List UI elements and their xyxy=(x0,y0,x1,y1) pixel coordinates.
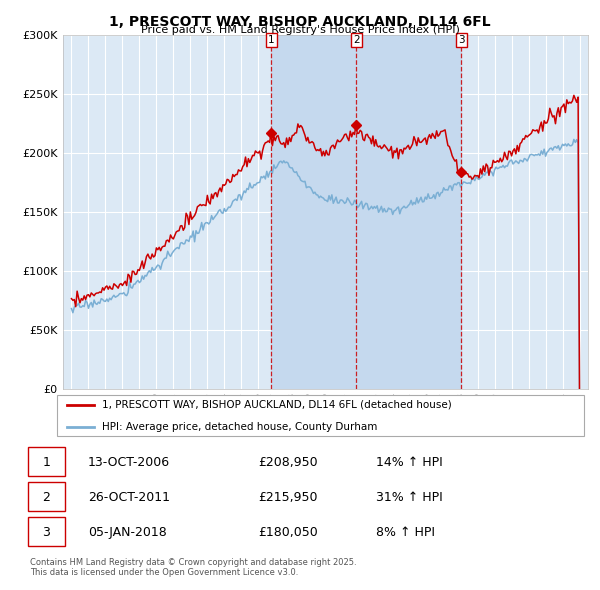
Text: 31% ↑ HPI: 31% ↑ HPI xyxy=(376,490,442,504)
FancyBboxPatch shape xyxy=(28,447,65,476)
Text: Contains HM Land Registry data © Crown copyright and database right 2025.
This d: Contains HM Land Registry data © Crown c… xyxy=(30,558,356,577)
Text: 1: 1 xyxy=(268,35,274,45)
Text: 1: 1 xyxy=(43,455,50,468)
Text: £180,050: £180,050 xyxy=(259,526,318,539)
Text: HPI: Average price, detached house, County Durham: HPI: Average price, detached house, Coun… xyxy=(102,422,377,432)
Text: Price paid vs. HM Land Registry's House Price Index (HPI): Price paid vs. HM Land Registry's House … xyxy=(140,25,460,35)
FancyBboxPatch shape xyxy=(28,517,65,546)
Text: 3: 3 xyxy=(458,35,465,45)
Text: 2: 2 xyxy=(353,35,359,45)
Text: 26-OCT-2011: 26-OCT-2011 xyxy=(88,490,170,504)
Text: 3: 3 xyxy=(43,526,50,539)
Text: 2: 2 xyxy=(43,490,50,504)
Text: 1, PRESCOTT WAY, BISHOP AUCKLAND, DL14 6FL (detached house): 1, PRESCOTT WAY, BISHOP AUCKLAND, DL14 6… xyxy=(102,399,452,409)
Text: 14% ↑ HPI: 14% ↑ HPI xyxy=(376,455,442,468)
FancyBboxPatch shape xyxy=(28,482,65,512)
Text: £215,950: £215,950 xyxy=(259,490,318,504)
Text: 8% ↑ HPI: 8% ↑ HPI xyxy=(376,526,434,539)
Bar xyxy=(271,35,461,389)
FancyBboxPatch shape xyxy=(56,395,584,436)
Text: 1, PRESCOTT WAY, BISHOP AUCKLAND, DL14 6FL: 1, PRESCOTT WAY, BISHOP AUCKLAND, DL14 6… xyxy=(109,15,491,29)
Text: £208,950: £208,950 xyxy=(259,455,318,468)
Text: 05-JAN-2018: 05-JAN-2018 xyxy=(88,526,167,539)
Text: 13-OCT-2006: 13-OCT-2006 xyxy=(88,455,170,468)
